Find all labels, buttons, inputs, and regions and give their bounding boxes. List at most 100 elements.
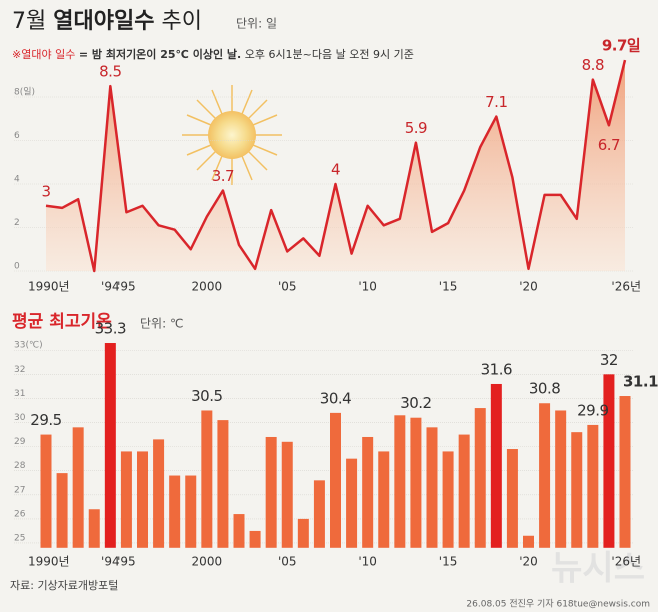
value-label: 30.8 (529, 380, 560, 398)
value-label: 8.8 (582, 56, 604, 74)
title: 7월 열대야일수 추이 (12, 9, 202, 34)
bar (185, 475, 197, 548)
bar (474, 408, 486, 548)
value-label: 30.2 (400, 394, 431, 412)
value-label: 9.7일 (602, 37, 640, 55)
bar (539, 403, 551, 548)
x-tick-label: '05 (278, 555, 297, 569)
y-tick-label: 30 (14, 413, 26, 423)
bar (490, 383, 502, 548)
y-tick-label: 29 (14, 437, 26, 447)
chart-title: 평균 최고기온 (12, 312, 112, 332)
x-tick-label: '95 (117, 280, 136, 294)
value-label: 3.7 (212, 167, 234, 185)
bar (587, 424, 599, 548)
x-tick-label: '10 (358, 280, 377, 294)
title-end: 추이 (161, 9, 201, 34)
x-tick-label: '94 (101, 280, 120, 294)
x-tick-label: '26년 (611, 555, 641, 569)
bar (104, 343, 116, 548)
bar (603, 374, 615, 548)
value-label: 31.1℃ (623, 373, 658, 391)
y-tick-label: 27 (14, 485, 25, 495)
note-red: ※열대야 일수 (12, 47, 75, 61)
unit: 단위: ℃ (140, 317, 183, 331)
bar (233, 514, 245, 548)
bar (72, 427, 84, 548)
x-tick-label: '26년 (611, 280, 641, 294)
bar (169, 475, 181, 548)
sun-decoration (182, 85, 282, 185)
y-tick-label: 31 (14, 389, 25, 399)
bar (137, 451, 148, 548)
watermark: 뉴시스 (551, 549, 645, 589)
x-tick-label: '94 (101, 555, 120, 569)
title-main: 열대야일수 (53, 9, 154, 34)
x-tick-label: '20 (519, 555, 538, 569)
bar (153, 439, 165, 548)
source: 자료: 기상자료개방포털 (10, 579, 118, 592)
bar (523, 535, 534, 548)
y-tick-label: 32 (14, 365, 25, 375)
bar (88, 509, 100, 548)
note: ※열대야 일수 = 밤 최저기온이 25℃ 이상인 날. 오후 6시1분~다음 … (12, 47, 414, 61)
title-month: 7월 (12, 9, 46, 34)
x-tick-label: 2000 (192, 280, 223, 294)
x-tick-label: '05 (278, 280, 297, 294)
x-tick-label: 1990년 (28, 555, 70, 569)
bar (201, 410, 213, 548)
value-label: 29.5 (30, 411, 61, 429)
bar (555, 410, 567, 548)
value-label: 8.5 (99, 63, 121, 81)
bar (458, 434, 470, 548)
y-tick-label: 8(일) (14, 87, 35, 98)
bar (265, 436, 277, 548)
bar (249, 530, 261, 548)
bar (297, 518, 309, 548)
bar (442, 451, 454, 548)
line (45, 59, 627, 273)
value-label: 7.1 (485, 93, 507, 111)
y-tick-label: 6 (14, 131, 20, 141)
y-tick-label: 28 (14, 461, 26, 471)
value-label: 33.3 (95, 320, 126, 338)
bar (410, 417, 422, 548)
bar (378, 451, 390, 548)
value-label: 30.4 (320, 389, 351, 407)
bar (281, 441, 293, 548)
x-tick-label: '95 (117, 555, 136, 569)
value-label: 32 (600, 351, 618, 369)
note-rest: 오후 6시1분~다음 날 오전 9시 기준 (245, 48, 414, 61)
x-tick-label: '15 (439, 555, 458, 569)
bar (506, 449, 518, 548)
unit: 단위: 일 (236, 17, 277, 31)
y-tick-label: 0 (14, 262, 20, 272)
bar (313, 480, 325, 548)
bar (217, 420, 229, 548)
value-label: 30.5 (191, 387, 222, 405)
x-tick-label: 1990년 (28, 280, 70, 294)
y-tick-label: 26 (14, 509, 26, 519)
y-tick-label: 4 (14, 175, 20, 185)
bar (619, 396, 631, 548)
bar (40, 434, 52, 548)
bar (426, 427, 438, 548)
y-tick-label: 2 (14, 218, 20, 228)
x-tick-label: 2000 (192, 555, 223, 569)
value-label: 5.9 (405, 119, 427, 137)
bar (330, 412, 341, 548)
value-label: 6.7 (598, 136, 620, 154)
x-tick-label: '10 (358, 555, 377, 569)
value-label: 29.9 (577, 401, 608, 419)
bar (394, 415, 406, 548)
bar (362, 436, 374, 548)
value-label: 3 (41, 182, 50, 200)
y-tick-label: 25 (14, 533, 25, 543)
value-label: 4 (331, 161, 340, 179)
value-label: 31.6 (481, 360, 512, 378)
area (46, 60, 625, 272)
bar (571, 432, 583, 548)
x-tick-label: '15 (439, 280, 458, 294)
x-tick-label: '20 (519, 280, 538, 294)
y-tick-label: 33(℃) (14, 341, 43, 351)
